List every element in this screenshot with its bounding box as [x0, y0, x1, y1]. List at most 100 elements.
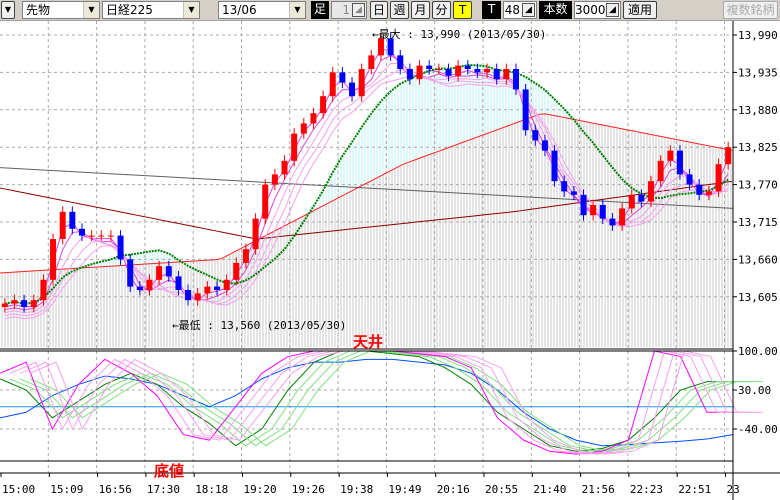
- candle-up: [59, 211, 66, 239]
- candle-up: [50, 239, 57, 280]
- candle-up: [281, 160, 288, 175]
- spinner-icon[interactable]: ◢: [606, 3, 619, 17]
- candle-down: [339, 72, 346, 83]
- osc-magenta-ribbon: [29, 350, 763, 455]
- candle-up: [310, 113, 317, 124]
- candle-up: [416, 65, 423, 80]
- candle-down: [349, 82, 356, 97]
- market-select[interactable]: 先物 ▼: [22, 1, 100, 19]
- tick-spinner[interactable]: 48 ◢: [503, 1, 537, 19]
- candle-up: [262, 184, 269, 219]
- period-minute-button[interactable]: 分: [432, 1, 451, 19]
- symbol-select[interactable]: 日経225 ▼: [102, 1, 200, 19]
- candle-down: [397, 55, 404, 69]
- spinner-icon[interactable]: ◢: [522, 3, 535, 17]
- candle-down: [570, 191, 577, 195]
- period-day-button[interactable]: 日: [370, 1, 388, 19]
- time-tick-label: 18:18: [195, 483, 228, 496]
- candle-up: [377, 38, 384, 56]
- candle-up: [252, 218, 259, 250]
- candle-up: [98, 235, 105, 237]
- top-label: 天井: [353, 333, 383, 351]
- time-tick-label: 19:20: [244, 483, 277, 496]
- candle-up: [705, 191, 712, 195]
- candle-up: [320, 96, 327, 114]
- time-tick-label: 19:38: [340, 483, 373, 496]
- candle-down: [445, 69, 452, 76]
- chevron-down-icon: ▼: [83, 2, 99, 18]
- apply-button[interactable]: 適用: [623, 1, 657, 19]
- count-value: 3000: [575, 3, 606, 17]
- osc-tick-label: 100.00: [738, 345, 778, 358]
- candle-up: [107, 235, 114, 237]
- candle-down: [69, 211, 76, 229]
- time-tick-label: 20:16: [437, 483, 470, 496]
- ma-green-line: [4, 64, 729, 305]
- time-tick-label: 15:09: [50, 483, 83, 496]
- candle-down: [127, 259, 134, 287]
- time-tick-label: 19:49: [388, 483, 421, 496]
- period-month-button[interactable]: 月: [411, 1, 430, 19]
- time-tick-label: 21:40: [533, 483, 566, 496]
- candle-down: [541, 140, 548, 151]
- candle-down: [426, 65, 433, 69]
- candle-up: [223, 279, 230, 290]
- candle-down: [493, 69, 500, 80]
- candle-up: [329, 72, 336, 97]
- candle-up: [725, 147, 732, 165]
- bottom-label: 底値: [154, 462, 184, 480]
- count-spinner[interactable]: 3000 ◢: [574, 1, 621, 19]
- market-value: 先物: [26, 3, 51, 17]
- time-tick-label: 19:26: [292, 483, 325, 496]
- price-tick-label: 13,880: [738, 104, 778, 117]
- candle-up: [30, 300, 37, 307]
- time-tick-label: 23: [727, 483, 740, 496]
- time-tick-label: 17:30: [147, 483, 180, 496]
- toolbar: ▼ 先物 ▼ 日経225 ▼ 13/06 ▼ 足 1 ◢ 日 週 月 分 T T 48 ◢…: [0, 0, 780, 21]
- candle-down: [175, 276, 182, 290]
- ma-red-line: [0, 113, 733, 274]
- multi-symbol-button[interactable]: 複数銘柄: [723, 1, 778, 19]
- candle-down: [78, 228, 85, 236]
- chevron-down-icon: ▼: [183, 2, 199, 18]
- candle-up: [484, 69, 491, 73]
- candle-down: [214, 286, 221, 290]
- ribbon-ma-line: [4, 68, 729, 317]
- low-annotation: ←最低 : 13,560 (2013/05/30): [172, 319, 346, 332]
- candle-up: [242, 249, 249, 263]
- menu-dropdown-button[interactable]: ▼: [1, 1, 15, 19]
- bar-spinner[interactable]: 1 ◢: [331, 1, 367, 19]
- period-tick-button[interactable]: T: [453, 1, 472, 19]
- candle-down: [165, 266, 172, 277]
- candle-up: [715, 164, 722, 192]
- candle-up: [628, 194, 635, 209]
- price-tick-label: 13,935: [738, 66, 778, 79]
- price-tick-label: 13,990: [738, 29, 778, 42]
- price-chart[interactable]: 13,990 13,935 13,880 13,825 13,770 13,715 13,6…: [0, 21, 780, 500]
- spinner-icon[interactable]: ◢: [352, 3, 365, 17]
- candle-down: [185, 290, 192, 301]
- candle-up: [40, 279, 47, 301]
- price-tick-label: 13,825: [738, 141, 778, 154]
- contract-value: 13/06: [222, 3, 257, 17]
- candle-down: [638, 194, 645, 202]
- contract-select[interactable]: 13/06 ▼: [218, 1, 306, 19]
- osc-green-line: [0, 350, 733, 452]
- candle-up: [619, 208, 626, 226]
- candle-down: [551, 150, 558, 182]
- candle-up: [358, 69, 365, 97]
- price-tick-label: 13,770: [738, 179, 778, 192]
- ribbon-ma-line: [4, 74, 729, 320]
- candle-up: [194, 293, 201, 301]
- osc-magenta-ribbon: [9, 350, 743, 455]
- price-tick-label: 13,660: [738, 253, 778, 266]
- candle-down: [609, 218, 616, 226]
- osc-tick-label: 30.00: [738, 384, 771, 397]
- candle-up: [300, 123, 307, 134]
- candle-up: [233, 262, 240, 280]
- osc-magenta-ribbon: [19, 350, 753, 455]
- candle-down: [406, 69, 413, 80]
- period-week-button[interactable]: 週: [390, 1, 409, 19]
- count-label: 本数: [539, 1, 572, 19]
- candle-down: [136, 286, 143, 290]
